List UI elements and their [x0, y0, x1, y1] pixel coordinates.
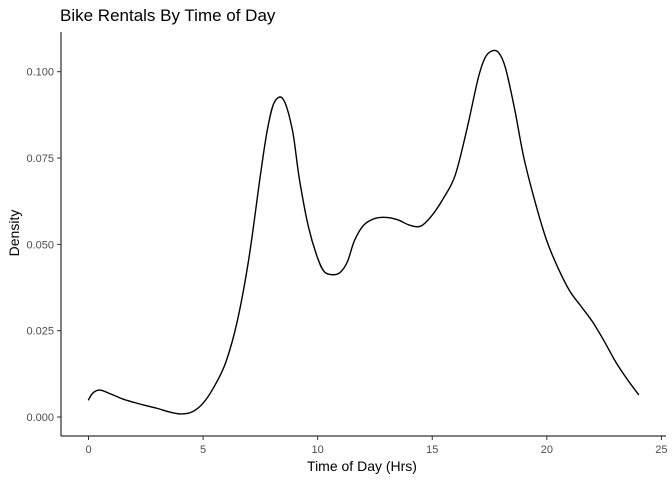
- x-tick-label: 15: [426, 444, 438, 456]
- x-ticks: 0 5 10 15 20 25: [85, 436, 668, 456]
- y-tick-label: 0.025: [26, 326, 54, 338]
- y-tick-label: 0.050: [26, 239, 54, 251]
- y-axis-title: Density: [6, 210, 22, 257]
- axes-group: [60, 32, 666, 437]
- y-tick-label: 0.100: [26, 67, 54, 79]
- y-ticks: 0.000 0.025 0.050 0.075 0.100: [26, 67, 61, 424]
- x-tick-label: 20: [541, 444, 553, 456]
- y-tick-label: 0.000: [26, 412, 54, 424]
- x-tick-label: 5: [200, 444, 206, 456]
- x-tick-label: 10: [312, 444, 324, 456]
- x-axis-title: Time of Day (Hrs): [307, 458, 417, 474]
- x-tick-label: 0: [85, 444, 91, 456]
- x-tick-label: 25: [655, 444, 667, 456]
- density-line: [87, 49, 640, 415]
- chart-title: Bike Rentals By Time of Day: [60, 6, 276, 25]
- y-tick-label: 0.075: [26, 153, 54, 165]
